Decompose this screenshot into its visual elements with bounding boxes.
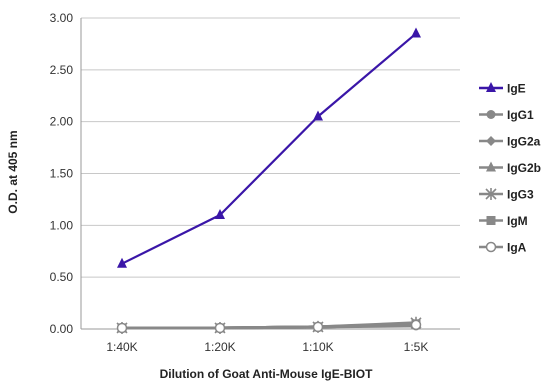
legend-marker xyxy=(486,216,496,225)
legend: IgE IgG1 IgG2a IgG2b IgG3 IgM IgA xyxy=(479,82,541,255)
x-axis-title: Dilution of Goat Anti-Mouse IgE-BIOT xyxy=(160,367,374,381)
data-point-iga xyxy=(410,319,422,331)
series-line-iga xyxy=(122,323,417,330)
series-ige xyxy=(117,27,421,268)
y-tick-label: 0.00 xyxy=(50,322,74,336)
y-tick-label: 3.00 xyxy=(50,11,74,25)
grid-lines xyxy=(81,17,460,278)
data-point-ige xyxy=(313,110,323,121)
legend-marker xyxy=(486,161,496,172)
x-tick-label: 1:40K xyxy=(106,340,137,354)
data-point-iga xyxy=(214,322,226,334)
legend-item-igg2b: IgG2b xyxy=(479,161,541,175)
y-tick-labels: 0.00 0.50 1.00 1.50 2.00 2.50 3.00 xyxy=(50,11,74,336)
x-tick-label: 1:10K xyxy=(302,340,333,354)
legend-label: IgM xyxy=(507,214,528,228)
x-tick-labels: 1:40K 1:20K 1:10K 1:5K xyxy=(106,340,428,354)
y-tick-label: 0.50 xyxy=(50,270,74,284)
series-line-ige xyxy=(121,32,417,265)
data-point-iga xyxy=(312,321,324,333)
legend-label: IgG2a xyxy=(507,135,541,149)
data-point-iga xyxy=(116,322,128,334)
y-tick-label: 1.00 xyxy=(50,218,74,232)
legend-item-igg2a: IgG2a xyxy=(479,135,541,149)
y-tick-label: 1.50 xyxy=(50,167,74,181)
series-iga xyxy=(116,319,422,334)
x-tick-label: 1:20K xyxy=(204,340,235,354)
legend-label: IgG2b xyxy=(507,161,541,175)
legend-label: IgE xyxy=(507,82,526,96)
legend-item-igm: IgM xyxy=(479,214,528,228)
x-tick-label: 1:5K xyxy=(404,340,429,354)
legend-item-igg1: IgG1 xyxy=(479,108,534,122)
legend-marker xyxy=(486,82,496,92)
legend-label: IgA xyxy=(507,241,527,255)
y-tick-label: 2.00 xyxy=(50,115,74,129)
data-point-ige xyxy=(411,27,421,38)
y-axis-title: O.D. at 405 nm xyxy=(6,130,20,213)
legend-marker xyxy=(486,136,496,146)
legend-item-igg3: IgG3 xyxy=(479,188,534,202)
legend-marker xyxy=(486,110,496,119)
data-point-ige xyxy=(215,208,225,219)
legend-label: IgG1 xyxy=(507,108,534,122)
y-tick-label: 2.50 xyxy=(50,63,74,77)
legend-marker xyxy=(485,188,497,200)
legend-marker xyxy=(485,241,497,253)
data-point-ige xyxy=(117,257,127,268)
data-series xyxy=(116,27,422,334)
legend-item-ige: IgE xyxy=(479,82,526,96)
legend-item-iga: IgA xyxy=(479,241,527,255)
legend-label: IgG3 xyxy=(507,188,534,202)
